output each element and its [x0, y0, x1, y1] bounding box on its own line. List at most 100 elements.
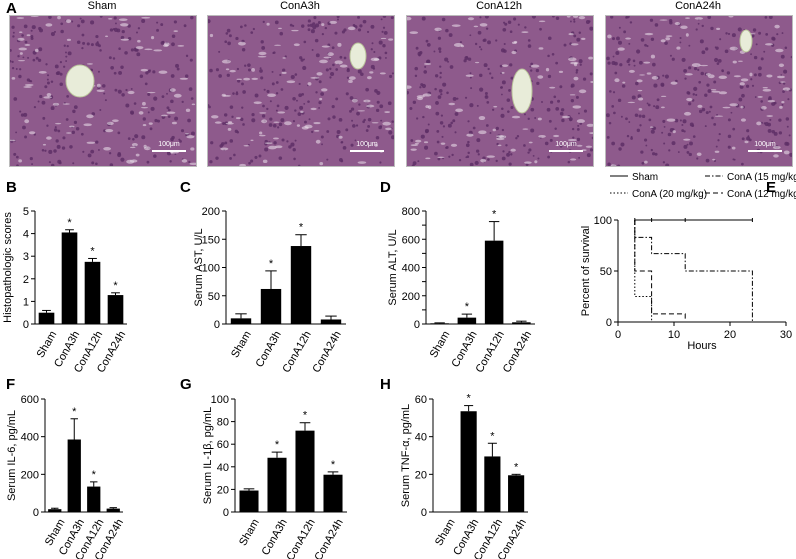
nucleus [178, 138, 181, 141]
nucleus [281, 138, 285, 142]
panel-label: F [6, 376, 15, 393]
nucleus [544, 141, 549, 146]
nucleus [570, 98, 575, 103]
nucleus [424, 145, 429, 150]
sinusoid [138, 111, 144, 115]
nucleus [20, 113, 25, 117]
sinusoid [511, 115, 521, 119]
nucleus [561, 118, 565, 123]
nucleus [495, 126, 499, 131]
nucleus [90, 43, 94, 47]
sinusoid [475, 61, 480, 64]
nucleus [235, 36, 239, 41]
nucleus [37, 100, 40, 103]
nucleus [436, 129, 440, 133]
sinusoid [264, 142, 273, 145]
sinusoid [273, 137, 279, 140]
nucleus [349, 109, 352, 113]
nucleus [48, 161, 51, 164]
nucleus [86, 42, 90, 46]
nucleus [487, 158, 490, 161]
nucleus [620, 142, 625, 147]
nucleus [59, 61, 62, 64]
nucleus [95, 140, 99, 144]
nucleus [120, 65, 124, 69]
x-tick-label: ConA24h [501, 329, 534, 375]
nucleus [81, 46, 84, 50]
nucleus [209, 160, 213, 164]
nucleus [54, 126, 57, 129]
sinusoid [316, 72, 323, 76]
nucleus [710, 26, 714, 31]
sinusoid [538, 134, 546, 138]
nucleus [578, 59, 583, 64]
nucleus [719, 38, 722, 41]
nucleus [537, 157, 540, 160]
nucleus [332, 63, 335, 67]
sinusoid [637, 89, 643, 92]
nucleus [46, 78, 49, 81]
y-tick-label: 50 [600, 266, 612, 278]
y-tick-label: 150 [202, 234, 220, 246]
sinusoid [135, 153, 140, 157]
nucleus [707, 16, 712, 20]
nucleus [686, 151, 690, 154]
sinusoid [243, 77, 251, 81]
nucleus [136, 31, 139, 34]
nucleus [693, 86, 698, 91]
nucleus [509, 63, 513, 67]
nucleus [669, 54, 672, 57]
sinusoid [304, 124, 313, 129]
nucleus [241, 82, 244, 86]
sinusoid [278, 27, 282, 30]
sinusoid [209, 33, 214, 38]
nucleus [292, 97, 296, 101]
nucleus [82, 41, 86, 45]
nucleus [391, 120, 394, 123]
sinusoid [422, 93, 432, 97]
nucleus [466, 155, 470, 159]
nucleus [718, 132, 721, 136]
nucleus [254, 93, 259, 98]
x-tick-label: 10 [668, 329, 680, 341]
bar [457, 317, 477, 324]
sinusoid [510, 148, 516, 152]
nucleus [302, 65, 307, 71]
nucleus [741, 162, 744, 166]
sinusoid [259, 112, 267, 114]
sinusoid [65, 132, 72, 134]
nucleus [731, 33, 736, 38]
nucleus [136, 52, 141, 57]
nucleus [487, 67, 490, 71]
nucleus [662, 161, 666, 164]
nucleus [469, 162, 474, 166]
nucleus [234, 129, 239, 133]
nucleus [215, 68, 220, 72]
nucleus [42, 116, 46, 120]
sinusoid [296, 124, 301, 127]
bar [230, 318, 252, 324]
nucleus [137, 27, 141, 30]
nucleus [454, 112, 459, 116]
nucleus [713, 80, 717, 84]
sinusoid [223, 94, 231, 97]
nucleus [627, 58, 631, 62]
sinusoid [409, 31, 419, 34]
nucleus [150, 106, 155, 111]
x-tick-label: ConA3h [260, 517, 290, 557]
nucleus [152, 70, 156, 74]
nucleus [692, 93, 695, 96]
nucleus [536, 81, 540, 85]
nucleus [714, 57, 719, 63]
sinusoid [273, 121, 280, 123]
nucleus [439, 71, 442, 75]
nucleus [378, 125, 382, 130]
nucleus [716, 113, 719, 116]
nucleus [506, 152, 510, 157]
nucleus [294, 109, 297, 112]
nucleus [215, 156, 219, 160]
nucleus [303, 102, 306, 105]
nucleus [653, 105, 656, 108]
nucleus [50, 80, 54, 84]
nucleus [95, 34, 99, 39]
